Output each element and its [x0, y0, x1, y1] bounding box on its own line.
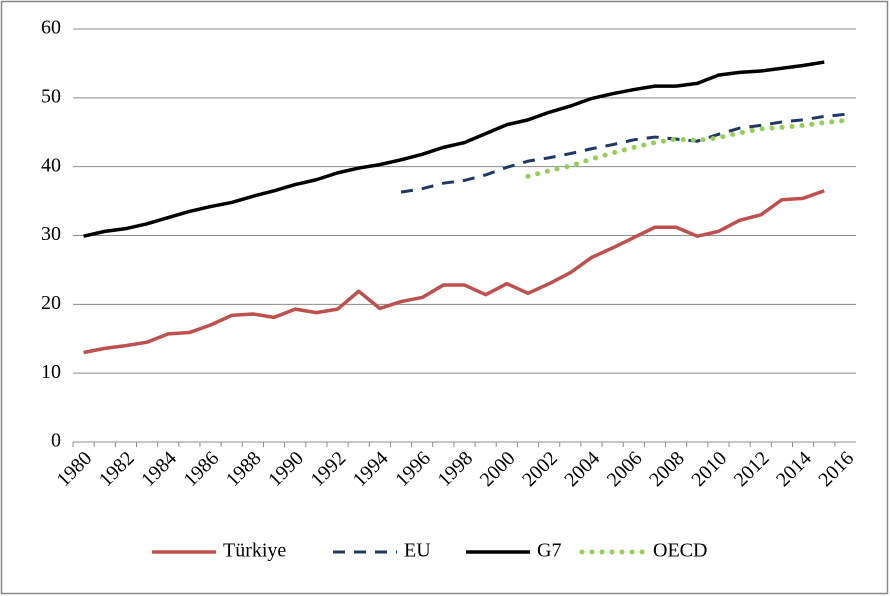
- y-tick-label: 0: [51, 430, 61, 452]
- y-tick-label: 60: [41, 17, 61, 39]
- y-tick-label: 20: [41, 292, 61, 314]
- y-tick-label: 10: [41, 361, 61, 383]
- series-line: [525, 118, 848, 179]
- legend-label: G7: [537, 540, 561, 562]
- legend-label: Türkiye: [223, 540, 286, 562]
- y-tick-label: 50: [41, 85, 61, 107]
- series-line: [83, 189, 825, 355]
- legend-label: EU: [404, 540, 431, 562]
- y-tick-label: 40: [41, 154, 61, 176]
- y-tick-label: 30: [41, 223, 61, 245]
- legend-label: OECD: [653, 540, 707, 562]
- series-line: [400, 112, 846, 194]
- series-line: [83, 60, 825, 238]
